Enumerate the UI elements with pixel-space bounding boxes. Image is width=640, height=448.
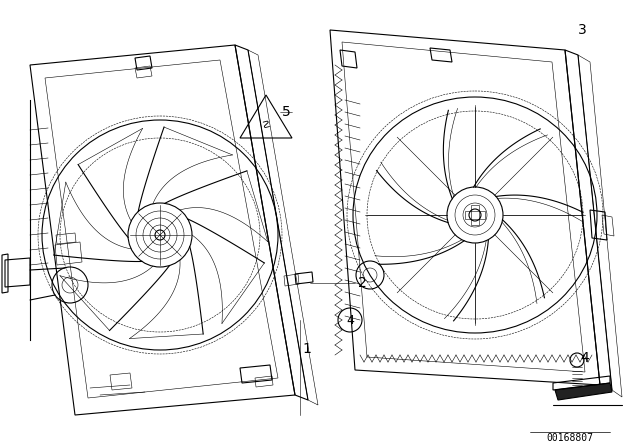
Polygon shape (555, 383, 612, 400)
Text: 2: 2 (358, 276, 367, 290)
Text: 5: 5 (282, 105, 291, 119)
Text: 4: 4 (346, 314, 354, 327)
Text: ☡: ☡ (262, 120, 270, 130)
Text: 1: 1 (302, 342, 311, 356)
Text: 3: 3 (578, 23, 586, 37)
Text: 4: 4 (580, 351, 589, 365)
Text: 00168807: 00168807 (547, 433, 593, 443)
